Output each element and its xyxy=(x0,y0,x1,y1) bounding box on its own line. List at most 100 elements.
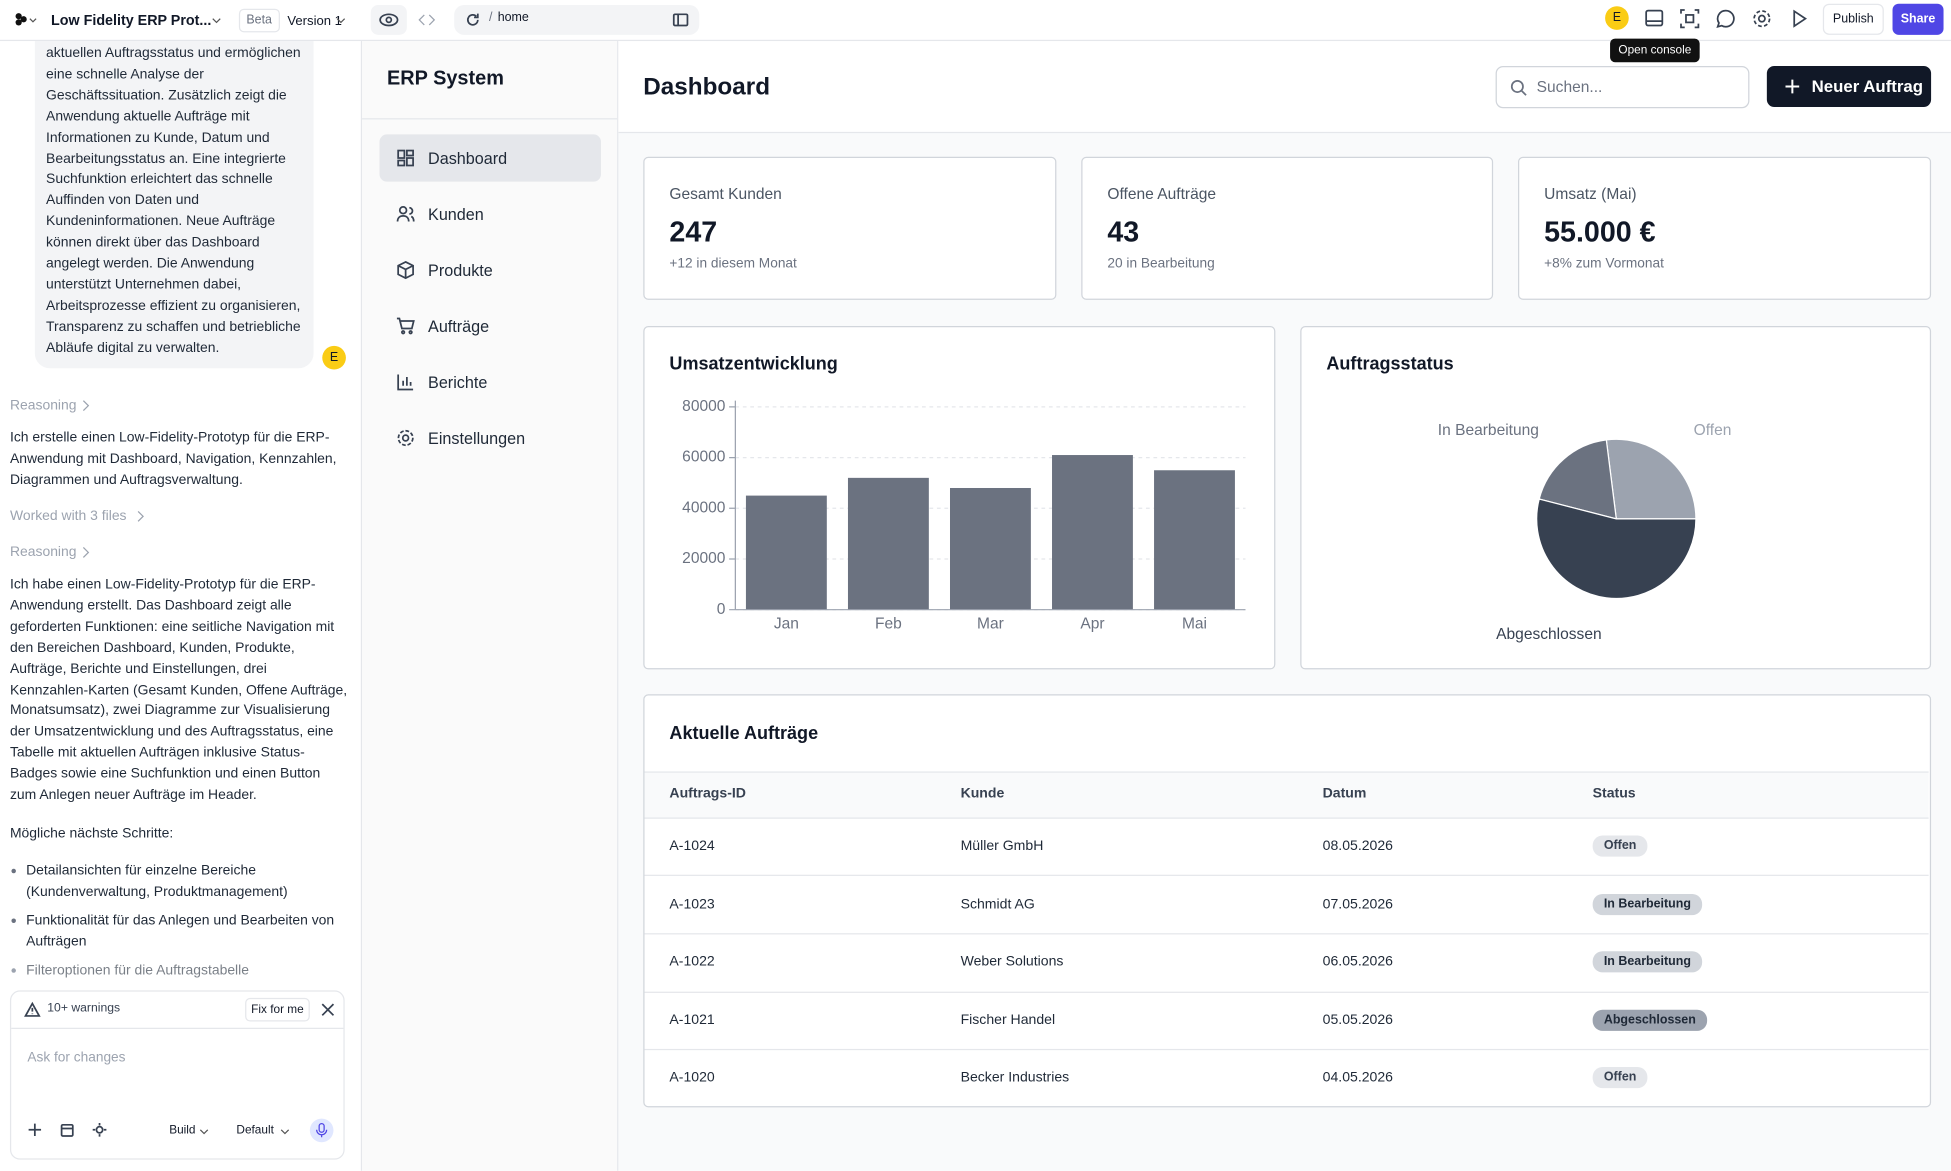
run-icon[interactable] xyxy=(1788,7,1810,29)
table-cell: A-1021 xyxy=(669,1012,715,1028)
url-bar[interactable]: / home xyxy=(454,4,700,35)
search-placeholder[interactable]: Suchen... xyxy=(1536,78,1603,96)
warnings-bar: 10+ warnings Fix for me xyxy=(11,992,344,1030)
next-steps-title: Mögliche nächste Schritte: xyxy=(9,826,174,842)
nav-item[interactable]: Berichte xyxy=(379,358,600,405)
nav-label[interactable]: Kunden xyxy=(428,204,484,224)
fix-button[interactable]: Fix for me xyxy=(245,997,310,1022)
path: home xyxy=(497,11,529,25)
kpi-value: 247 xyxy=(669,215,718,248)
tooltip: Open console xyxy=(1610,38,1700,63)
row-divider xyxy=(644,1049,1929,1051)
nav-item[interactable]: Einstellungen xyxy=(379,414,600,461)
mode-select[interactable]: Build xyxy=(169,1123,196,1138)
pie-slice xyxy=(1536,498,1697,600)
table-cell: A-1024 xyxy=(669,838,715,854)
chevron xyxy=(199,1129,209,1135)
next-step: Funktionalität für das Anlegen und Bearb… xyxy=(26,913,335,950)
table-cell: 05.05.2026 xyxy=(1322,1012,1394,1028)
window-icon[interactable] xyxy=(672,12,689,27)
code-button[interactable] xyxy=(416,5,438,35)
kpi-card: Umsatz (Mai) 55.000 € +8% zum Vormonat xyxy=(1517,156,1932,300)
warnings-count: 10+ warnings xyxy=(47,1001,121,1016)
row-divider xyxy=(644,991,1929,993)
table-cell: 08.05.2026 xyxy=(1322,838,1394,854)
x-tick-label: Feb xyxy=(875,616,902,633)
share-button[interactable]: Share xyxy=(1892,3,1944,35)
settings-icon[interactable] xyxy=(1751,7,1773,29)
warning-icon xyxy=(24,1001,41,1017)
console-icon[interactable] xyxy=(1644,7,1666,29)
pie-slice xyxy=(1538,439,1618,520)
column-header: Status xyxy=(1592,786,1636,802)
new-order-button[interactable]: Neuer Auftrag xyxy=(1766,65,1932,108)
user-avatar[interactable]: E xyxy=(1605,6,1629,30)
column-header: Datum xyxy=(1322,786,1367,802)
bar xyxy=(745,495,827,610)
y-tick-label: 40000 xyxy=(682,499,726,516)
kpi-value: 43 xyxy=(1107,215,1140,248)
pie-label: Abgeschlossen xyxy=(1496,626,1601,643)
table-cell: 07.05.2026 xyxy=(1322,896,1394,912)
table-header xyxy=(644,771,1929,819)
nav-label[interactable]: Aufträge xyxy=(428,316,490,336)
add-icon[interactable] xyxy=(27,1122,42,1137)
chevron xyxy=(137,510,144,522)
inspect-icon[interactable] xyxy=(1679,7,1701,29)
close-icon[interactable] xyxy=(321,1003,335,1017)
magic-icon[interactable] xyxy=(92,1122,107,1137)
nav-item[interactable]: Kunden xyxy=(379,190,600,237)
page-title: Dashboard xyxy=(643,73,771,101)
model-select[interactable]: Default xyxy=(236,1123,274,1138)
chat-panel: aktuellen Auftragsstatus und ermöglichen… xyxy=(0,41,363,1171)
preview-button[interactable] xyxy=(370,4,407,35)
kpi-value: 55.000 € xyxy=(1544,215,1656,248)
y-tick-label: 20000 xyxy=(682,550,726,567)
kpi-label: Umsatz (Mai) xyxy=(1544,185,1637,203)
x-tick-label: Apr xyxy=(1080,616,1104,633)
user-message-bubble: aktuellen Auftragsstatus und ermöglichen… xyxy=(34,41,314,369)
chevron xyxy=(336,18,346,24)
user-message: aktuellen Auftragsstatus und ermöglichen… xyxy=(46,46,301,356)
files-toggle[interactable]: Worked with 3 files xyxy=(9,508,127,524)
attach-icon[interactable] xyxy=(60,1122,75,1137)
table-cell: A-1022 xyxy=(669,954,715,970)
divider xyxy=(362,118,618,120)
new-order-label[interactable]: Neuer Auftrag xyxy=(1811,77,1924,96)
nav-label[interactable]: Produkte xyxy=(428,260,493,280)
status-badge: In Bearbeitung xyxy=(1592,951,1703,973)
logo xyxy=(15,13,37,26)
nav-label[interactable]: Dashboard xyxy=(428,148,508,168)
reload-icon[interactable] xyxy=(464,11,481,28)
main: Dashboard Suchen... Neuer Auftrag Gesamt… xyxy=(618,41,1951,1171)
nav-item[interactable]: Dashboard xyxy=(379,134,601,182)
sidebar: ERP System Dashboard Kunden Produkte Auf… xyxy=(362,41,619,1171)
pie-chart-card: Auftragsstatus Offen In Bearbeitung Abgesc… xyxy=(1300,325,1932,670)
table-cell: Weber Solutions xyxy=(960,954,1064,970)
comment-icon[interactable] xyxy=(1715,7,1737,29)
kpi-card: Gesamt Kunden 247 +12 in diesem Monat xyxy=(643,156,1057,300)
x-tick-label: Jan xyxy=(774,616,799,633)
nav-item[interactable]: Produkte xyxy=(379,246,600,293)
pie-label: Offen xyxy=(1694,422,1732,439)
table-cell: A-1023 xyxy=(669,896,715,912)
kpi-note: +12 in diesem Monat xyxy=(669,256,797,272)
nav-label[interactable]: Einstellungen xyxy=(428,428,526,448)
reasoning-toggle[interactable]: Reasoning xyxy=(9,544,77,560)
row-divider xyxy=(644,933,1929,935)
nav-label[interactable]: Berichte xyxy=(428,372,488,392)
kpi-note: 20 in Bearbeitung xyxy=(1107,256,1215,272)
publish-button[interactable]: Publish xyxy=(1822,3,1884,35)
project-name[interactable]: Low Fidelity ERP Prot... xyxy=(51,13,212,28)
bullets xyxy=(11,868,16,973)
nav-item[interactable]: Aufträge xyxy=(379,302,600,349)
version-select[interactable]: Version 1 xyxy=(287,13,342,28)
status-badge: In Bearbeitung xyxy=(1592,893,1703,915)
reasoning-toggle[interactable]: Reasoning xyxy=(9,398,77,414)
search-box[interactable]: Suchen... xyxy=(1495,65,1750,109)
chat-input[interactable]: Ask for changes xyxy=(27,1050,126,1066)
pie-slice xyxy=(1605,438,1697,520)
composer: 10+ warnings Fix for me Ask for changes … xyxy=(9,990,345,1160)
mic-button[interactable] xyxy=(309,1118,334,1143)
pie-label: In Bearbeitung xyxy=(1438,422,1539,439)
